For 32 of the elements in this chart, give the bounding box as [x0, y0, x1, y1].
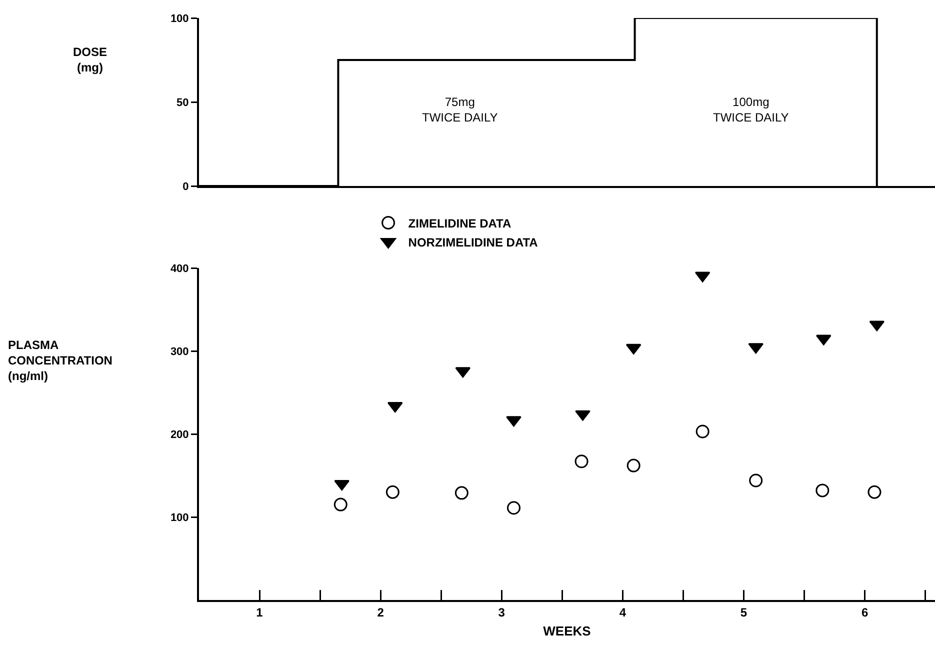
annotation: 75mg TWICE DAILY [422, 95, 498, 125]
point [454, 486, 468, 500]
x-tick-label: 2 [377, 605, 384, 620]
x-tick-label: 6 [861, 605, 868, 620]
point [816, 484, 830, 498]
point [626, 458, 640, 472]
point [749, 474, 763, 488]
point [575, 410, 590, 421]
point [386, 485, 400, 499]
x-axis-title: WEEKS [543, 624, 592, 638]
x-tick-label: 1 [256, 605, 264, 620]
y-tick-label: 50 [176, 96, 189, 109]
point [334, 498, 348, 512]
x-tick-label: 3 [498, 605, 506, 620]
point [506, 501, 520, 515]
y-tick-label: 300 [170, 346, 189, 358]
x-tick-label: 4 [619, 605, 626, 620]
legend-label: NORZIMELIDINE DATA [408, 235, 538, 250]
y-tick-label: 100 [170, 512, 189, 524]
point [506, 416, 522, 427]
point [696, 424, 710, 438]
y-tick-label: 400 [170, 262, 189, 275]
y-axis-title: PLASMA CONCENTRATION (ng/ml) [8, 338, 112, 384]
annotation: 100mg TWICE DAILY [713, 95, 789, 125]
y-axis-title: DOSE (mg) [73, 45, 108, 75]
point [868, 485, 882, 499]
point [574, 454, 588, 468]
y-tick-label: 100 [170, 12, 189, 25]
x-tick-label: 5 [740, 605, 748, 620]
y-tick-label: 0 [182, 180, 189, 193]
y-tick-label: 200 [170, 428, 189, 441]
legend-label: ZIMELIDINE DATA [408, 216, 512, 230]
